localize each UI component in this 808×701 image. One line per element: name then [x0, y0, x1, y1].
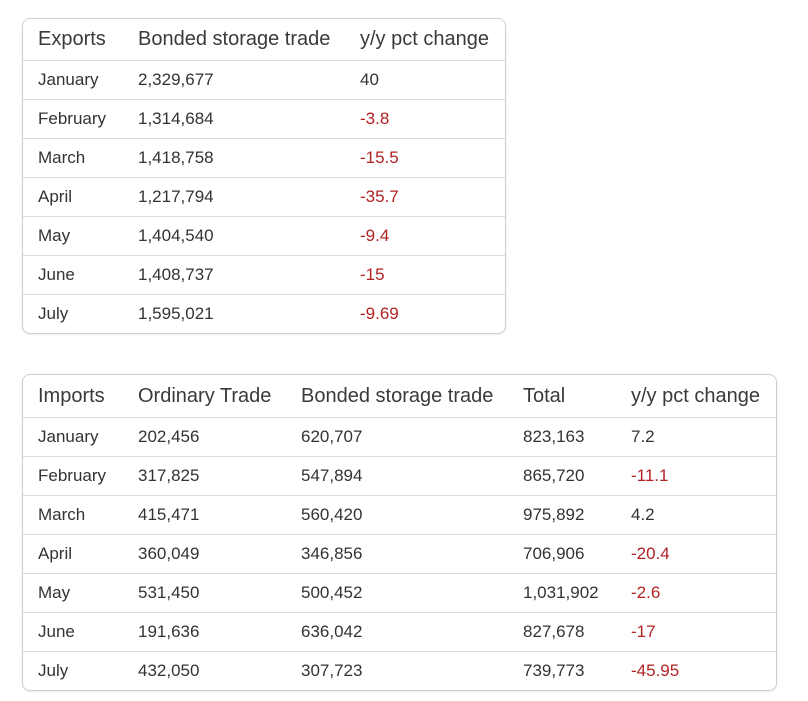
- imports-cell-month: February: [23, 456, 123, 496]
- exports-cell-bonded: 1,595,021: [138, 304, 214, 323]
- imports-table-row: May 531,450 500,452 1,031,902 -2.6: [23, 573, 776, 613]
- imports-cell-month: January: [23, 417, 123, 457]
- imports-cell-month: June: [23, 612, 123, 652]
- exports-header-row: Exports Bonded storage trade y/y pct cha…: [23, 19, 505, 61]
- imports-table-row: March 415,471 560,420 975,892 4.2: [23, 495, 776, 535]
- imports-cell-bonded: 547,894: [286, 456, 508, 496]
- exports-cell-bonded: 1,217,794: [123, 177, 345, 217]
- imports-cell-bonded: 500,452: [286, 573, 508, 613]
- imports-cell-bonded: 307,723: [301, 661, 363, 680]
- imports-table-row: February 317,825 547,894 865,720 -11.1: [23, 456, 776, 496]
- imports-header-ordinary: Ordinary Trade: [123, 375, 286, 418]
- exports-cell-yoy: -15.5: [345, 138, 505, 178]
- exports-cell-month: March: [23, 138, 123, 178]
- imports-cell-month: July: [38, 661, 69, 680]
- imports-cell-ordinary: 191,636: [123, 612, 286, 652]
- imports-cell-ordinary: 531,450: [123, 573, 286, 613]
- imports-cell-total: 975,892: [508, 495, 616, 535]
- imports-table-row: July 432,050 307,723 739,773 -45.95: [23, 652, 776, 691]
- exports-table-card: Exports Bonded storage trade y/y pct cha…: [22, 18, 506, 334]
- imports-header-total: Total: [508, 375, 616, 418]
- exports-table: Exports Bonded storage trade y/y pct cha…: [23, 19, 505, 333]
- imports-cell-total: 827,678: [508, 612, 616, 652]
- exports-cell-month: June: [23, 255, 123, 295]
- imports-cell-ordinary: 415,471: [123, 495, 286, 535]
- exports-table-row: May 1,404,540 -9.4: [23, 216, 505, 256]
- imports-cell-bonded: 560,420: [286, 495, 508, 535]
- exports-cell-yoy: -3.8: [345, 99, 505, 139]
- exports-table-row: April 1,217,794 -35.7: [23, 177, 505, 217]
- imports-table-row: June 191,636 636,042 827,678 -17: [23, 612, 776, 652]
- imports-cell-yoy: -17: [616, 612, 776, 652]
- exports-header-yoy: y/y pct change: [345, 19, 505, 61]
- imports-cell-total: 739,773: [523, 661, 585, 680]
- exports-table-row: July 1,595,021 -9.69: [23, 295, 505, 334]
- exports-cell-bonded: 2,329,677: [123, 60, 345, 100]
- imports-header-row: Imports Ordinary Trade Bonded storage tr…: [23, 375, 776, 418]
- exports-cell-yoy: -9.69: [360, 304, 399, 323]
- imports-cell-total: 823,163: [508, 417, 616, 457]
- imports-table-card: Imports Ordinary Trade Bonded storage tr…: [22, 374, 777, 691]
- exports-header-bonded: Bonded storage trade: [123, 19, 345, 61]
- exports-cell-month: January: [23, 60, 123, 100]
- exports-cell-bonded: 1,418,758: [123, 138, 345, 178]
- imports-cell-ordinary: 202,456: [123, 417, 286, 457]
- imports-cell-total: 706,906: [508, 534, 616, 574]
- exports-table-row: February 1,314,684 -3.8: [23, 99, 505, 139]
- exports-cell-month: July: [38, 304, 69, 323]
- imports-cell-total: 1,031,902: [508, 573, 616, 613]
- exports-cell-yoy: -35.7: [345, 177, 505, 217]
- imports-cell-ordinary: 317,825: [123, 456, 286, 496]
- exports-cell-month: May: [23, 216, 123, 256]
- imports-header-bonded: Bonded storage trade: [286, 375, 508, 418]
- exports-cell-month: February: [23, 99, 123, 139]
- imports-cell-yoy: 4.2: [616, 495, 776, 535]
- imports-table-row: April 360,049 346,856 706,906 -20.4: [23, 534, 776, 574]
- imports-cell-month: April: [23, 534, 123, 574]
- exports-cell-bonded: 1,314,684: [123, 99, 345, 139]
- imports-header-month: Imports: [23, 375, 123, 418]
- exports-table-row: January 2,329,677 40: [23, 60, 505, 100]
- exports-cell-bonded: 1,404,540: [123, 216, 345, 256]
- imports-cell-month: May: [23, 573, 123, 613]
- exports-header-month: Exports: [23, 19, 123, 61]
- imports-cell-yoy: -20.4: [616, 534, 776, 574]
- imports-cell-total: 865,720: [508, 456, 616, 496]
- exports-table-row: June 1,408,737 -15: [23, 255, 505, 295]
- imports-cell-yoy: -11.1: [616, 456, 776, 496]
- exports-cell-yoy: -9.4: [345, 216, 505, 256]
- imports-table-row: January 202,456 620,707 823,163 7.2: [23, 417, 776, 457]
- imports-cell-yoy: -45.95: [631, 661, 680, 680]
- imports-cell-bonded: 636,042: [286, 612, 508, 652]
- imports-cell-bonded: 620,707: [286, 417, 508, 457]
- imports-cell-yoy: -2.6: [616, 573, 776, 613]
- imports-cell-ordinary: 360,049: [123, 534, 286, 574]
- imports-header-yoy: y/y pct change: [616, 375, 776, 418]
- exports-table-row: March 1,418,758 -15.5: [23, 138, 505, 178]
- imports-cell-month: March: [23, 495, 123, 535]
- imports-cell-yoy: 7.2: [616, 417, 776, 457]
- exports-cell-month: April: [23, 177, 123, 217]
- exports-cell-yoy: -15: [345, 255, 505, 295]
- imports-cell-ordinary: 432,050: [138, 661, 200, 680]
- exports-cell-bonded: 1,408,737: [123, 255, 345, 295]
- exports-cell-yoy: 40: [345, 60, 505, 100]
- imports-table: Imports Ordinary Trade Bonded storage tr…: [23, 375, 776, 690]
- imports-cell-bonded: 346,856: [286, 534, 508, 574]
